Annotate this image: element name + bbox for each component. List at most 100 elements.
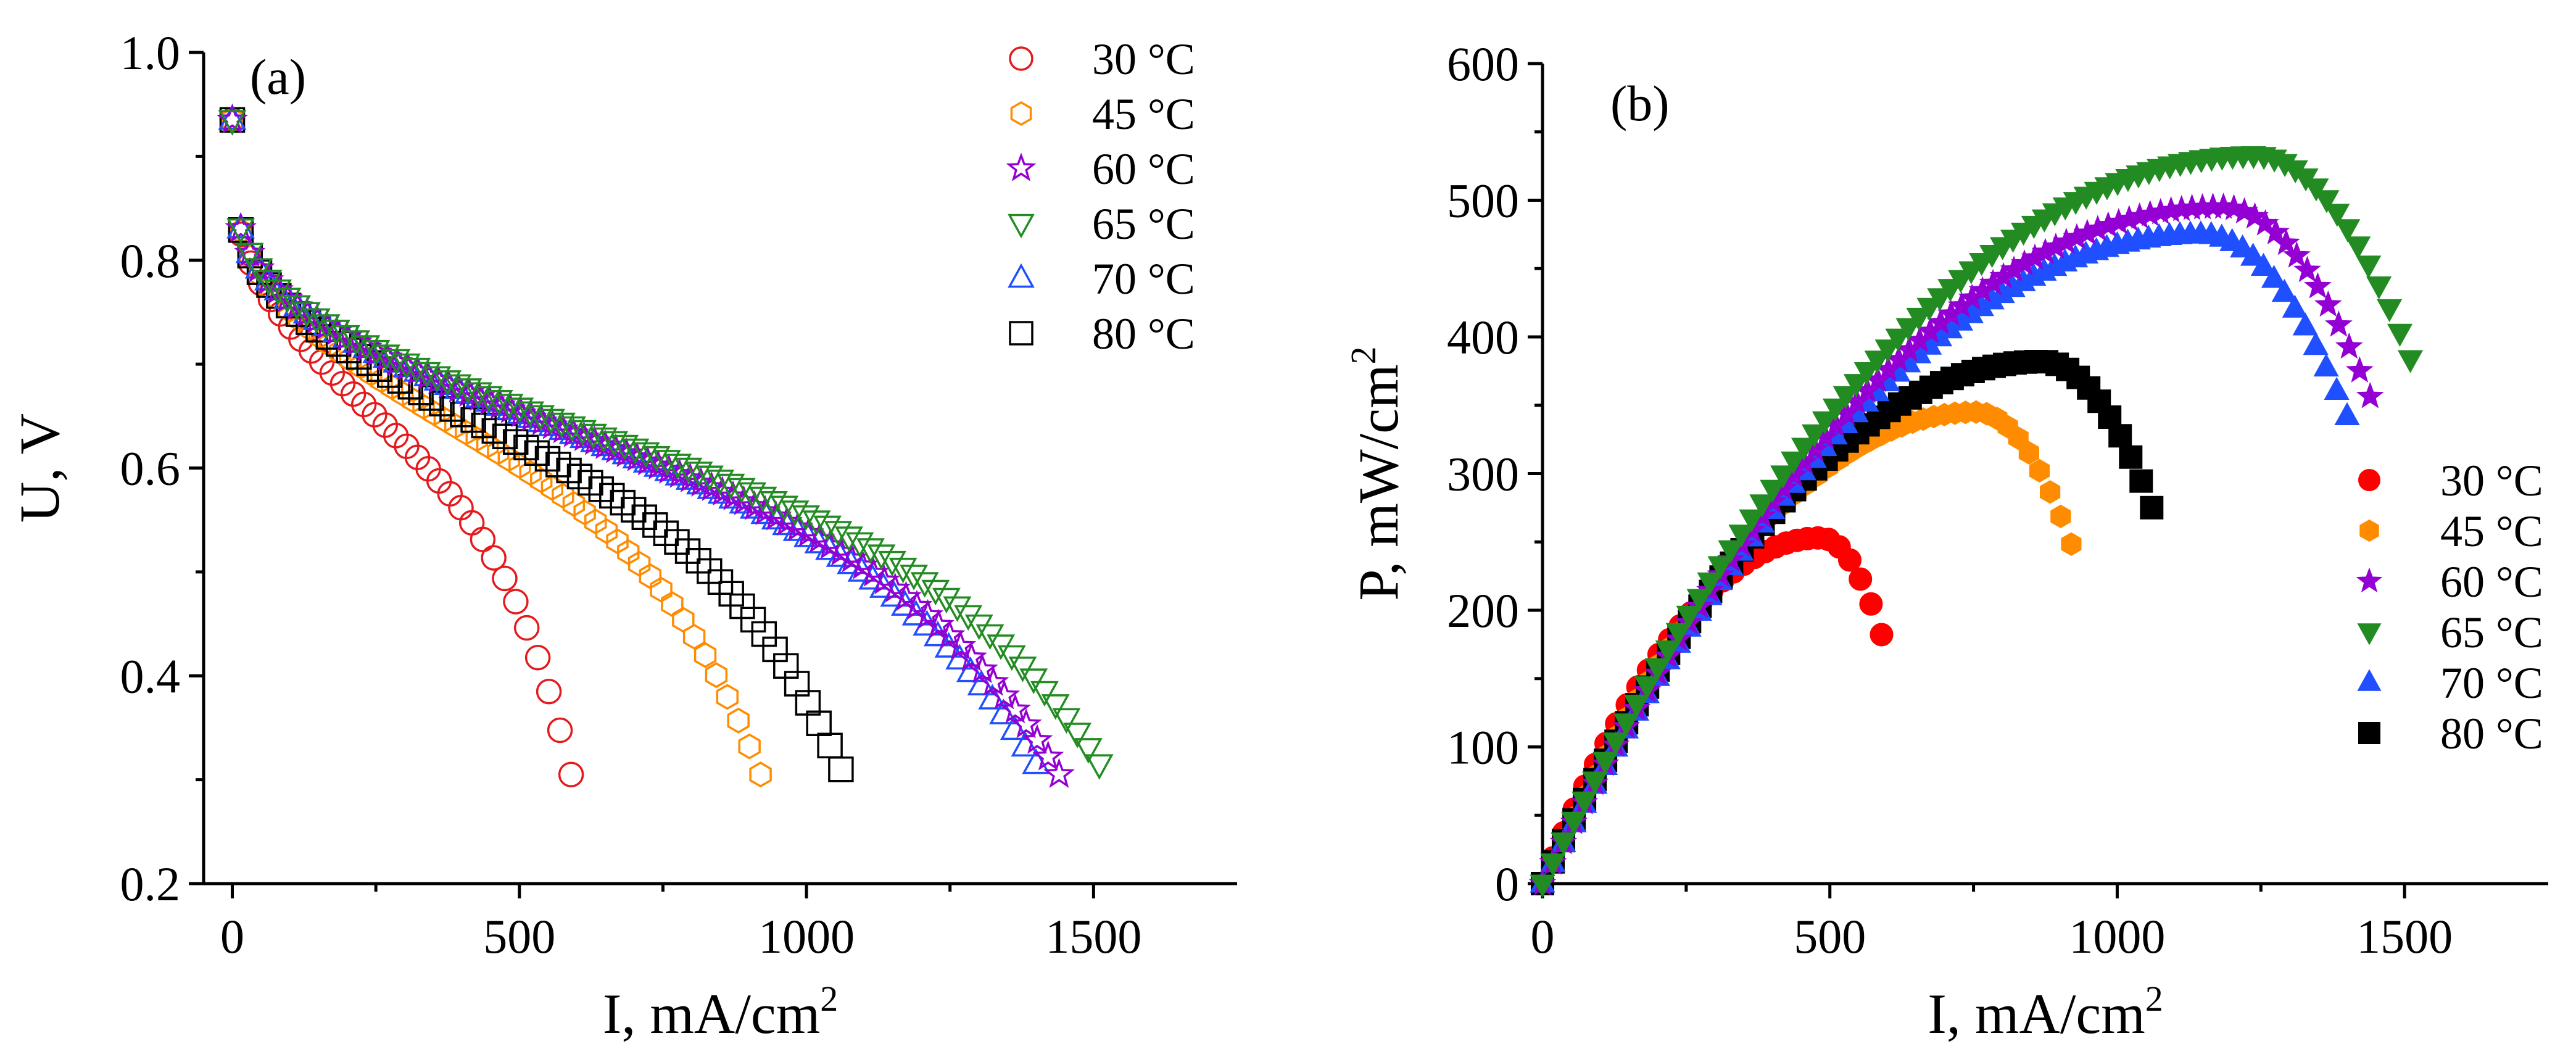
data-point (1613, 713, 1639, 737)
data-point (443, 374, 472, 400)
data-point (556, 457, 582, 484)
legend-label-30-c: 30 °C (1092, 35, 1195, 84)
data-point (2250, 252, 2277, 276)
data-point (878, 550, 906, 577)
legend-label-45-c: 45 °C (1092, 89, 1195, 139)
data-point (653, 520, 679, 546)
data-point (1760, 479, 1786, 503)
data-point (2377, 299, 2403, 323)
data-point (254, 270, 283, 296)
data-point (663, 454, 692, 479)
data-point (226, 218, 255, 244)
data-point (2271, 278, 2297, 302)
data-point (1833, 386, 1858, 410)
panel-b-power-chart: 0 500 1000 1500 0 100 200 300 400 500 600 I, mA/cm2… (1343, 37, 2548, 1045)
data-point (642, 512, 668, 538)
data-point (340, 381, 367, 407)
data-point (988, 679, 1021, 710)
data-point (631, 504, 658, 530)
data-point (1937, 279, 1963, 302)
legend-marker-45-c (2359, 519, 2379, 542)
data-point (1838, 548, 1862, 572)
data-point (1676, 605, 1702, 629)
legend-marker-65-c (2357, 623, 2382, 645)
data-point (817, 732, 843, 758)
data-point (484, 390, 513, 416)
data-point (1948, 270, 1974, 293)
legend-marker-45-c (1010, 101, 1032, 126)
x-tick-label: 1500 (2356, 910, 2453, 963)
data-point (495, 394, 524, 420)
data-point (1895, 318, 1921, 341)
series-80-c (219, 107, 854, 782)
data-point (372, 344, 400, 370)
data-point (412, 362, 441, 388)
y-tick-label: 0.2 (120, 857, 181, 911)
data-point (727, 707, 750, 734)
data-point (966, 653, 998, 684)
data-point (748, 486, 777, 513)
data-point (921, 579, 950, 606)
panel-label: (b) (1610, 75, 1670, 131)
y-tick-label: 400 (1447, 310, 1519, 364)
data-point (2324, 310, 2353, 337)
data-point (1561, 811, 1587, 835)
data-point (664, 529, 690, 555)
data-point (537, 408, 566, 435)
data-point (513, 615, 540, 641)
data-point (558, 416, 586, 442)
legend-label-80-c: 80 °C (1092, 309, 1195, 359)
data-point (1770, 465, 1796, 489)
y-tick-label: 100 (1447, 721, 1519, 774)
legend-label-30-c: 30 °C (2440, 456, 2543, 505)
data-point (999, 693, 1031, 724)
data-point (806, 710, 832, 737)
data-point (2108, 424, 2132, 448)
data-point (1822, 398, 1849, 422)
data-point (2345, 356, 2374, 383)
data-point (729, 593, 755, 620)
data-point (2282, 241, 2311, 268)
data-point (1665, 623, 1691, 646)
series-60-c (216, 103, 1075, 788)
series-30-c (219, 107, 584, 787)
data-point (888, 557, 917, 584)
data-point (263, 279, 292, 305)
data-point (2292, 312, 2318, 336)
data-point (716, 684, 739, 710)
data-point (218, 104, 247, 130)
data-point (716, 473, 745, 500)
data-point (1874, 339, 1900, 363)
series-60-c (1528, 193, 2384, 896)
data-point (579, 423, 608, 450)
data-point (1074, 738, 1103, 764)
data-point (813, 515, 842, 542)
data-point (1707, 556, 1733, 579)
data-point (867, 544, 896, 570)
x-tick-label: 500 (483, 910, 555, 963)
data-point (1718, 540, 1744, 563)
data-point (1634, 676, 1660, 700)
data-point (955, 641, 987, 671)
data-point (1019, 668, 1048, 694)
data-point (845, 532, 874, 558)
data-point (588, 476, 615, 502)
data-point (2050, 504, 2071, 529)
data-point (1043, 758, 1075, 788)
data-point (2324, 204, 2350, 227)
legend-label-80-c: 80 °C (2440, 709, 2543, 758)
data-point (2303, 178, 2329, 202)
data-point (589, 427, 618, 454)
data-point (621, 497, 647, 523)
x-tick-label: 1000 (758, 910, 855, 963)
data-point (1853, 362, 1879, 386)
data-point (1906, 307, 1932, 331)
data-point (2356, 255, 2382, 279)
legend-marker-65-c (1008, 213, 1035, 239)
data-point (2272, 228, 2300, 255)
data-point (631, 442, 660, 468)
y-tick-label: 300 (1447, 447, 1519, 501)
data-point (1603, 732, 1629, 756)
data-point (674, 538, 701, 564)
